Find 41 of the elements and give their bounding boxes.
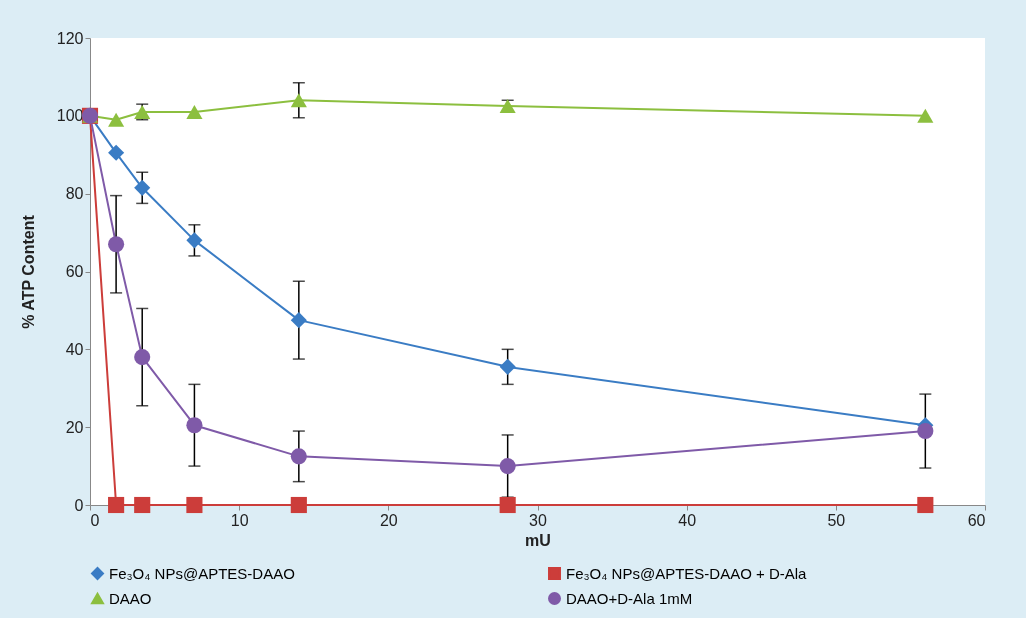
point — [290, 93, 307, 108]
point — [917, 108, 934, 123]
point — [134, 349, 151, 366]
point — [108, 496, 125, 514]
x-tick-label: 0 — [90, 511, 100, 529]
x-tick-label: 40 — [678, 511, 697, 529]
y-tick-label: 0 — [74, 496, 84, 514]
point — [186, 104, 203, 119]
point — [186, 496, 203, 514]
x-tick-label: 20 — [379, 511, 398, 529]
point — [499, 496, 516, 514]
y-tick-label: 80 — [65, 185, 84, 203]
point — [290, 448, 307, 465]
legend-label: DAAO — [109, 589, 152, 607]
point — [186, 232, 203, 249]
point — [290, 496, 307, 514]
point — [186, 417, 203, 434]
x-tick-label: 30 — [529, 511, 547, 529]
y-tick-label: 120 — [56, 29, 84, 47]
x-tick-label: 60 — [967, 511, 986, 529]
x-axis-title: mU — [525, 531, 551, 549]
point — [917, 423, 934, 440]
x-tick-label: 50 — [827, 511, 846, 529]
y-axis-title: % ATP Content — [19, 214, 37, 329]
point — [917, 496, 934, 514]
y-tick-label: 60 — [65, 263, 84, 280]
x-tick-label: 10 — [230, 511, 249, 529]
legend-label: DAAO+D-Ala 1mM — [566, 589, 693, 607]
legend-label: Fe₃O₄ NPs@APTES-DAAO — [109, 564, 295, 582]
point — [134, 179, 151, 196]
point — [108, 144, 125, 161]
legend-label: Fe₃O₄ NPs@APTES-DAAO + D-Ala — [566, 564, 808, 582]
point — [108, 236, 125, 253]
point — [499, 358, 516, 375]
point — [290, 312, 307, 329]
y-tick-label: 40 — [65, 340, 84, 358]
point — [134, 496, 151, 514]
y-tick-label: 20 — [65, 418, 84, 436]
y-tick-label: 100 — [56, 107, 84, 125]
point — [499, 458, 516, 475]
point — [108, 112, 125, 127]
